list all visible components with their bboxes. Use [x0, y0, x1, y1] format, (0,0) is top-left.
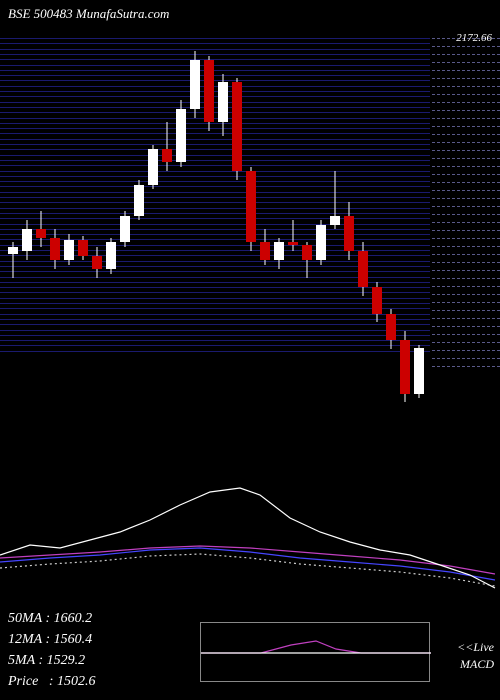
candle [50, 229, 60, 269]
candle [372, 282, 382, 322]
candle [190, 51, 200, 118]
candle [344, 202, 354, 260]
candle [22, 220, 32, 260]
candlestick-chart [0, 38, 430, 438]
mini-macd-svg [201, 623, 431, 683]
candle [78, 236, 88, 260]
y-axis-ticks [432, 38, 500, 378]
macd-text-label: MACD [460, 657, 494, 672]
info-panel: 50MA : 1660.2 12MA : 1560.4 5MA : 1529.2… [8, 608, 95, 692]
macd-svg [0, 470, 500, 610]
current-price-label: 2172.66 [456, 32, 492, 44]
candle [36, 211, 46, 247]
candle [400, 331, 410, 402]
chart-gridlines [0, 38, 430, 358]
macd-indicator-panel [0, 470, 500, 610]
ma5-label: 5MA : 1529.2 [8, 650, 95, 671]
ma50-label: 50MA : 1660.2 [8, 608, 95, 629]
live-label: <<Live [457, 640, 494, 655]
candle [232, 78, 242, 180]
candle [120, 211, 130, 247]
candle [64, 234, 74, 265]
candle [8, 242, 18, 278]
candle [358, 242, 368, 295]
chart-header: BSE 500483 MunafaSutra.com [8, 6, 169, 22]
candle [162, 122, 172, 171]
candle [414, 345, 424, 398]
candle [92, 247, 102, 278]
candle [106, 238, 116, 274]
candle [148, 145, 158, 189]
candle [204, 56, 214, 132]
candle [288, 220, 298, 251]
candle [330, 171, 340, 229]
candle [302, 242, 312, 278]
candle [246, 167, 256, 251]
candle [386, 309, 396, 349]
candle [134, 180, 144, 220]
candle [218, 74, 228, 136]
price-label: Price : 1502.6 [8, 671, 95, 692]
candle [316, 220, 326, 264]
mini-macd-panel [200, 622, 430, 682]
candle [274, 238, 284, 269]
candle [176, 100, 186, 167]
ma12-label: 12MA : 1560.4 [8, 629, 95, 650]
candle [260, 229, 270, 265]
